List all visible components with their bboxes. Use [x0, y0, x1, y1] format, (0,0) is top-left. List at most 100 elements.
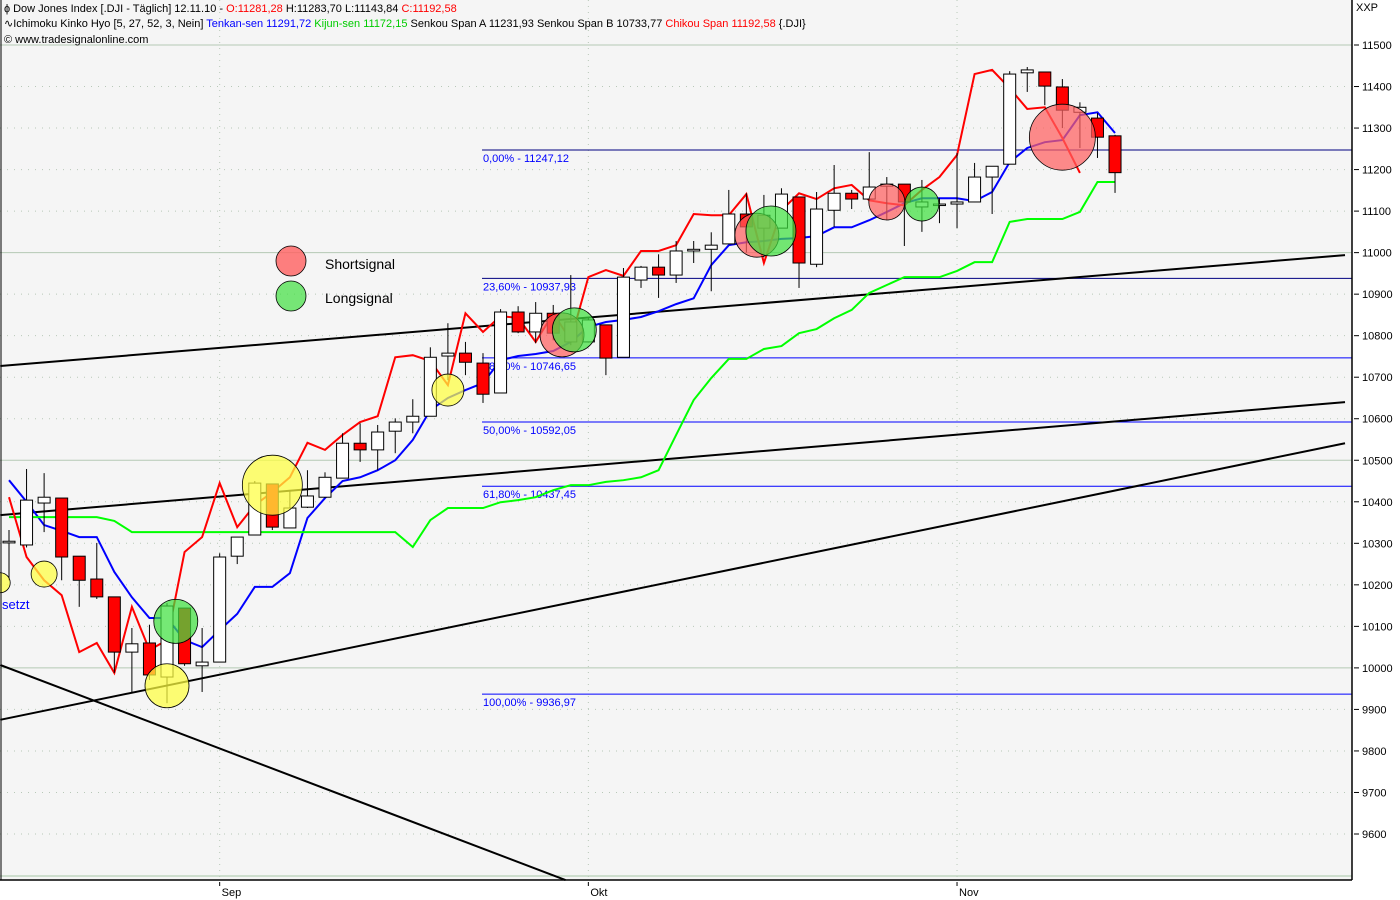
- y-tick-label: 11000: [1362, 248, 1392, 260]
- candle-up: [634, 266, 648, 281]
- y-tick-label: 11500: [1362, 40, 1392, 52]
- candle-up: [704, 244, 718, 250]
- candle-up: [494, 311, 508, 394]
- copyright[interactable]: © www.tradesignalonline.com: [4, 34, 149, 46]
- chikou-value: Chikou Span 11192,58: [665, 18, 776, 30]
- candle-down: [72, 555, 86, 581]
- candle-up: [529, 312, 543, 333]
- candle-up: [687, 248, 701, 252]
- y-tick-label: 10500: [1362, 455, 1393, 467]
- fib-level-label: 100,00% - 9936,97: [483, 697, 576, 709]
- candle-icon: ɸ: [4, 3, 14, 15]
- fib-level-label: 0,00% - 11247,12: [483, 153, 569, 165]
- trendline: [0, 664, 566, 882]
- senkou-b-value: Senkou Span B 10733,77: [536, 18, 663, 30]
- candle-up: [1020, 69, 1034, 74]
- fib-level-label: 61,80% - 10437,45: [483, 489, 576, 501]
- y-tick-label: 10300: [1362, 538, 1393, 550]
- y-tick-label: 11400: [1362, 82, 1392, 94]
- candle-up: [20, 499, 34, 546]
- axis-corner-label: XXP: [1356, 2, 1379, 14]
- y-tick-label: 10900: [1362, 289, 1393, 301]
- candle-down: [511, 311, 525, 333]
- low-value: L:11143,84: [344, 3, 399, 15]
- signal-neutral: [30, 560, 58, 588]
- open-value: O:11281,28: [226, 3, 283, 15]
- y-tick-label: 10400: [1362, 497, 1393, 509]
- trendline: [0, 254, 1346, 367]
- y-tick-label: 10800: [1362, 331, 1393, 343]
- legend-long-label: Longsignal: [325, 290, 393, 306]
- candle-down: [476, 362, 490, 395]
- grid: [0, 0, 1352, 878]
- candle-up: [336, 442, 350, 479]
- trendline: [0, 442, 1346, 721]
- indicator-header: ∿Ichimoku Kinko Hyo [5, 27, 52, 3, Nein]…: [4, 18, 806, 31]
- candle-down: [652, 266, 666, 276]
- y-tick-label: 9600: [1362, 829, 1386, 841]
- candle-up: [318, 476, 332, 498]
- candle-down: [1038, 71, 1052, 87]
- signal-neutral: [431, 373, 465, 407]
- candle-down: [1108, 135, 1122, 174]
- signal-short: [1028, 103, 1096, 171]
- indicator-icon: ∿: [4, 18, 14, 30]
- fib-level-label: 23,60% - 10937,93: [483, 281, 576, 293]
- line-kijun-sen: [9, 181, 1116, 549]
- signal-long: [745, 205, 797, 257]
- annotation-text: setzt: [2, 597, 30, 612]
- candle-down: [353, 442, 367, 451]
- candle-up: [985, 165, 999, 178]
- candle-up: [388, 421, 402, 432]
- signal-neutral: [241, 454, 303, 516]
- fib-level-label: 50,00% - 10592,05: [483, 425, 576, 437]
- close-value: C:11192,58: [401, 3, 457, 15]
- candle-down: [599, 324, 613, 359]
- y-tick-label: 11100: [1362, 206, 1391, 218]
- candle-down: [107, 596, 121, 653]
- price-header: ɸ Dow Jones Index [.DJI - Täglich] 12.11…: [4, 3, 457, 16]
- legend-short-label: Shortsignal: [325, 256, 396, 272]
- candle-up: [300, 495, 314, 508]
- y-tick-label: 10700: [1362, 372, 1393, 384]
- candle-up: [37, 496, 51, 504]
- y-tick-label: 10600: [1362, 414, 1393, 426]
- y-tick-label: 10200: [1362, 580, 1393, 592]
- kijun-value: Kijun-sen 11172,15: [314, 18, 408, 30]
- candle-up: [406, 415, 420, 423]
- candle-up: [827, 192, 841, 211]
- y-tick-label: 10100: [1362, 621, 1393, 633]
- candle-up: [616, 276, 630, 358]
- x-tick-label: Okt: [590, 887, 607, 899]
- legend-short-marker: [275, 245, 307, 277]
- candle-down: [458, 352, 472, 363]
- senkou-a-value: Senkou Span A 11231,93: [410, 18, 534, 30]
- y-tick-label: 9700: [1362, 787, 1386, 799]
- candle-up: [810, 208, 824, 265]
- signal-long: [551, 307, 597, 353]
- instrument-label: Dow Jones Index [.DJI - Täglich] 12.11.1…: [13, 3, 224, 15]
- signal-long: [904, 186, 940, 222]
- indicator-label: Ichimoku Kinko Hyo [5, 27, 52, 3, Nein]: [13, 18, 204, 30]
- signal-neutral: [0, 572, 11, 594]
- axes: 11500 11400 11300 11200 11100 11000 10900 10800…: [219, 40, 1393, 899]
- candle-down: [90, 578, 104, 598]
- candle-up: [125, 643, 139, 653]
- candle-up: [230, 536, 244, 557]
- legend-long-marker: [275, 280, 307, 312]
- candle-up: [968, 176, 982, 203]
- candle-up: [2, 540, 16, 544]
- signal-long: [153, 598, 199, 644]
- signal-neutral: [144, 663, 190, 709]
- x-tick-label: Nov: [959, 887, 979, 899]
- candle-down: [845, 192, 859, 200]
- y-tick-label: 9800: [1362, 746, 1386, 758]
- symbol-label: {.DJI}: [778, 18, 806, 30]
- y-tick-label: 9900: [1362, 704, 1386, 716]
- candle-down: [55, 497, 69, 558]
- candle-up: [950, 201, 964, 205]
- candle-up: [441, 352, 455, 357]
- candle-up: [1003, 73, 1017, 165]
- signal-short: [868, 183, 906, 221]
